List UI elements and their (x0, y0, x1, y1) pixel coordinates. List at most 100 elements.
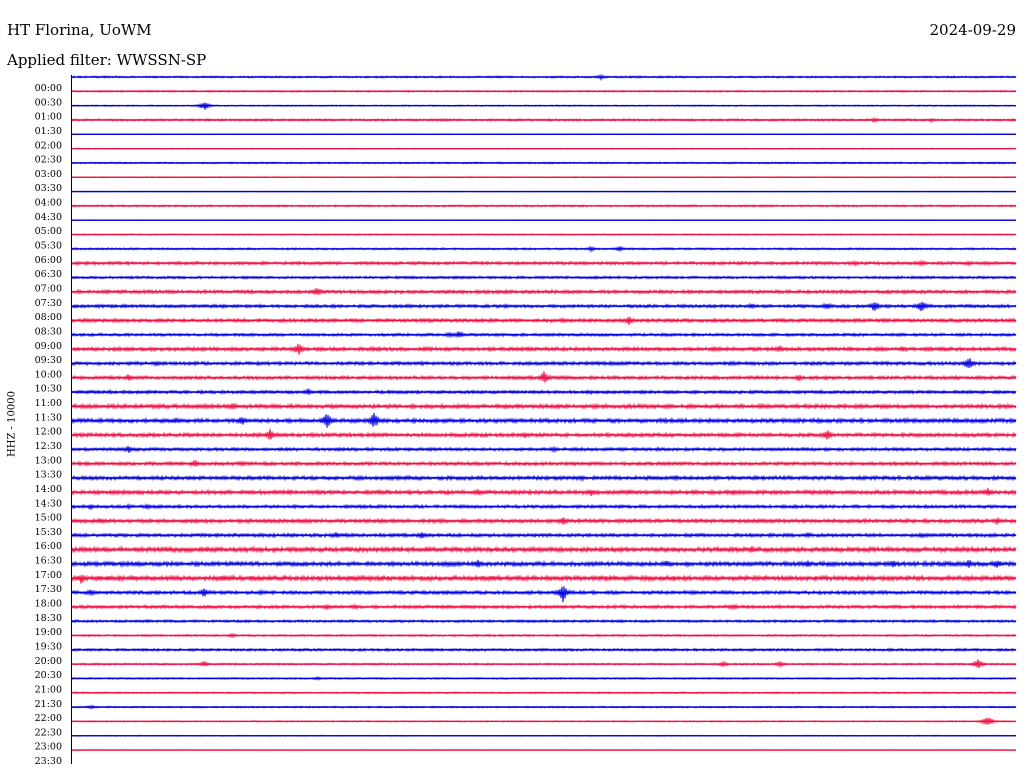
trace-waveform-0930 (71, 343, 1017, 355)
trace-waveform-1800 (71, 586, 1017, 603)
trace-waveform-1700 (71, 559, 1017, 568)
trace-waveform-2330 (71, 749, 1017, 751)
trace-waveform-1630 (71, 545, 1017, 554)
trace-waveform-0030 (71, 89, 1017, 93)
time-label-1200: 12:00 (35, 427, 62, 438)
time-label-1230: 12:30 (35, 441, 62, 452)
trace-waveform-1430 (71, 488, 1017, 497)
trace-waveform-0230 (71, 147, 1017, 150)
trace-waveform-0430 (71, 204, 1017, 208)
time-label-2330: 23:30 (35, 756, 62, 767)
trace-waveform-2300 (71, 734, 1017, 737)
time-label-0430: 04:30 (35, 212, 62, 223)
time-label-0530: 05:30 (35, 241, 62, 252)
trace-waveform-2000 (71, 647, 1017, 653)
record-date: 2024-09-29 (929, 21, 1016, 39)
time-label-0930: 09:30 (35, 355, 62, 366)
trace-waveform-2030 (71, 659, 1017, 669)
time-label-0630: 06:30 (35, 269, 62, 280)
time-label-0230: 02:30 (35, 155, 62, 166)
time-label-0100: 01:00 (35, 112, 62, 123)
trace-waveform-1930 (71, 632, 1017, 639)
trace-waveform-1900 (71, 618, 1017, 624)
time-label-1830: 18:30 (35, 613, 62, 624)
time-label-2230: 22:30 (35, 727, 62, 738)
time-label-0000: 00:00 (35, 83, 62, 94)
trace-waveform-2200 (71, 704, 1017, 710)
trace-waveform-1100 (71, 388, 1017, 396)
trace-waveform-1130 (71, 402, 1017, 411)
time-label-1630: 16:30 (35, 556, 62, 567)
time-label-0700: 07:00 (35, 283, 62, 294)
time-label-0130: 01:30 (35, 126, 62, 137)
trace-waveform-1300 (71, 445, 1017, 454)
time-label-0730: 07:30 (35, 298, 62, 309)
time-label-1500: 15:00 (35, 513, 62, 524)
time-label-0300: 03:00 (35, 169, 62, 180)
trace-waveform-1530 (71, 517, 1017, 525)
trace-waveform-0530 (71, 233, 1017, 236)
time-label-1300: 13:00 (35, 455, 62, 466)
trace-waveform-2230 (71, 717, 1017, 725)
time-label-1330: 13:30 (35, 470, 62, 481)
time-label-0830: 08:30 (35, 326, 62, 337)
trace-waveform-0330 (71, 176, 1017, 179)
trace-waveform-0600 (71, 245, 1017, 253)
trace-waveform-1330 (71, 460, 1017, 468)
time-label-2130: 21:30 (35, 699, 62, 710)
time-label-1600: 16:00 (35, 541, 62, 552)
time-label-1430: 14:30 (35, 498, 62, 509)
trace-group (71, 73, 1017, 751)
time-label-0030: 00:30 (35, 97, 62, 108)
time-label-0330: 03:30 (35, 183, 62, 194)
time-label-2200: 22:00 (35, 713, 62, 724)
trace-waveform-0630 (71, 259, 1017, 268)
time-label-1700: 17:00 (35, 570, 62, 581)
trace-waveform-0700 (71, 275, 1017, 280)
trace-waveform-0400 (71, 190, 1017, 193)
time-label-1100: 11:00 (35, 398, 62, 409)
time-label-1400: 14:00 (35, 484, 62, 495)
time-label-2030: 20:30 (35, 670, 62, 681)
time-label-1030: 10:30 (35, 384, 62, 395)
trace-waveform-0830 (71, 316, 1017, 326)
trace-waveform-1400 (71, 474, 1017, 482)
time-label-1900: 19:00 (35, 627, 62, 638)
time-label-0800: 08:00 (35, 312, 62, 323)
trace-waveform-0800 (71, 301, 1017, 312)
trace-waveform-1600 (71, 531, 1017, 539)
trace-waveform-1000 (71, 358, 1017, 369)
time-label-2100: 21:00 (35, 684, 62, 695)
time-label-0900: 09:00 (35, 341, 62, 352)
filter-label: Applied filter: WWSSN-SP (7, 51, 207, 69)
trace-waveform-0730 (71, 288, 1017, 296)
trace-waveform-0500 (71, 219, 1017, 222)
trace-waveform-1830 (71, 603, 1017, 611)
trace-waveform-0200 (71, 133, 1017, 136)
time-label-0500: 05:00 (35, 226, 62, 237)
trace-waveform-1730 (71, 574, 1017, 584)
trace-waveform-0000 (71, 73, 1017, 82)
trace-waveform-1030 (71, 371, 1017, 383)
time-label-2000: 20:00 (35, 656, 62, 667)
time-label-0600: 06:00 (35, 255, 62, 266)
trace-waveform-1230 (71, 429, 1017, 440)
trace-waveform-1500 (71, 502, 1017, 511)
trace-waveform-2130 (71, 691, 1017, 695)
trace-waveform-1200 (71, 412, 1017, 428)
trace-waveform-0900 (71, 330, 1017, 339)
trace-waveform-2100 (71, 675, 1017, 681)
trace-waveform-0300 (71, 161, 1017, 165)
trace-waveform-0130 (71, 116, 1017, 124)
station-name: HT Florina, UoWM (7, 21, 152, 39)
time-label-group: 00:00 00:30 01:00 01:30 02:00 02:30 03:00 03:30… (35, 83, 62, 767)
time-label-1800: 18:00 (35, 599, 62, 610)
time-label-1000: 10:00 (35, 369, 62, 380)
time-label-1730: 17:30 (35, 584, 62, 595)
trace-waveform-0100 (71, 102, 1017, 110)
time-label-1130: 11:30 (35, 412, 62, 423)
time-label-1530: 15:30 (35, 527, 62, 538)
time-label-1930: 19:30 (35, 641, 62, 652)
time-label-2300: 23:00 (35, 742, 62, 753)
